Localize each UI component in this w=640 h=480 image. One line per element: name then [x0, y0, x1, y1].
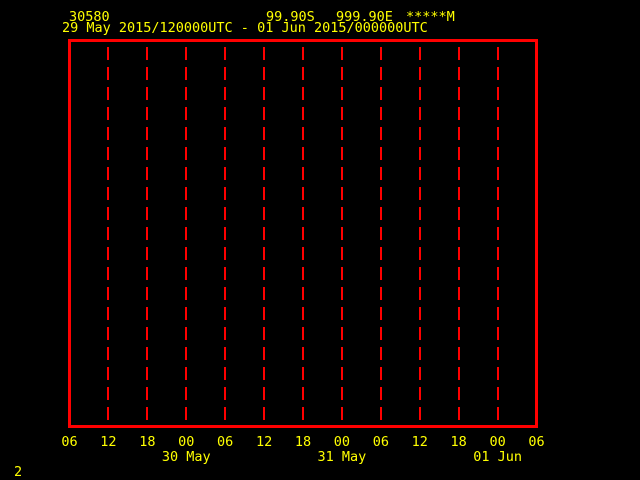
x-axis-date-label: 30 May: [161, 449, 211, 465]
vertical-gridline: [457, 47, 460, 424]
x-axis-tick-label: 12: [411, 434, 428, 450]
x-axis-date-label: 31 May: [317, 449, 367, 465]
vertical-gridline: [107, 47, 110, 424]
vertical-gridline: [224, 47, 227, 424]
station-id: 30580: [69, 9, 110, 25]
vertical-gridline: [340, 47, 343, 424]
x-axis-tick-label: 00: [489, 434, 506, 450]
x-axis-tick-label: 06: [372, 434, 389, 450]
page-number: 2: [14, 464, 23, 480]
vertical-gridline: [263, 47, 266, 424]
station-longitude: 999.90E: [336, 9, 393, 25]
x-axis-tick-label: 06: [61, 434, 78, 450]
plot-frame: [68, 39, 538, 428]
x-axis-tick-label: 12: [255, 434, 273, 450]
chart-title-time-range: 29 May 2015/120000UTC - 01 Jun 2015/0000…: [62, 20, 428, 36]
x-axis-tick-label: 00: [178, 434, 195, 450]
x-axis-tick-label: 06: [217, 434, 234, 450]
x-axis-tick-label: 18: [450, 434, 467, 450]
station-latitude: 99.90S: [266, 9, 315, 25]
vertical-gridline: [302, 47, 304, 424]
vertical-gridline: [496, 47, 499, 424]
x-axis-tick-label: 00: [333, 434, 351, 450]
x-axis-tick-label: 06: [528, 434, 545, 450]
vertical-gridline: [379, 47, 382, 424]
station-elevation: *****M: [406, 9, 455, 25]
vertical-gridline: [418, 47, 421, 424]
x-axis-date-label: 01 Jun: [473, 449, 522, 465]
vertical-gridline: [146, 47, 149, 424]
x-axis-tick-label: 18: [139, 434, 156, 450]
x-axis-tick-label: 12: [100, 434, 117, 450]
vertical-gridline: [185, 47, 188, 424]
x-axis-tick-label: 18: [294, 434, 312, 450]
